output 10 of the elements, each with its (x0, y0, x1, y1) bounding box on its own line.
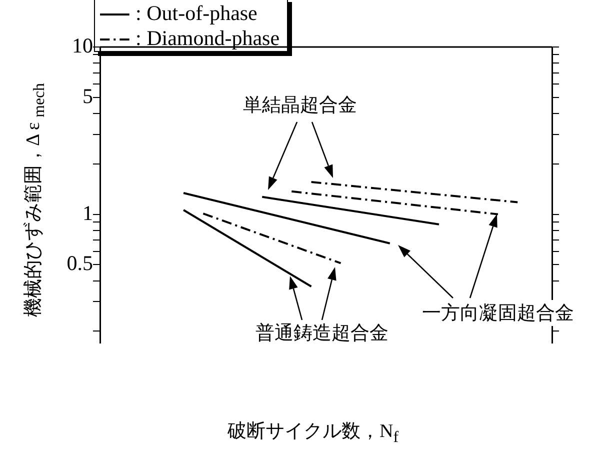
annotation: 単結晶超合金 (243, 92, 357, 118)
legend-label: : Diamond-phase (136, 26, 280, 50)
annotation: 普通鋳造超合金 (256, 320, 388, 346)
annotation: 一方向凝固超合金 (422, 300, 574, 326)
y-tick-label: 0.5 (66, 251, 93, 276)
x-axis-title: 破断サイクル数，N$_{f}$ (226, 420, 400, 447)
y-tick-label: 10 (72, 34, 93, 58)
legend-label: : Out-of-phase (136, 1, 258, 26)
y-tick-label: 1 (82, 200, 93, 225)
y-tick-label: 5 (82, 84, 93, 108)
